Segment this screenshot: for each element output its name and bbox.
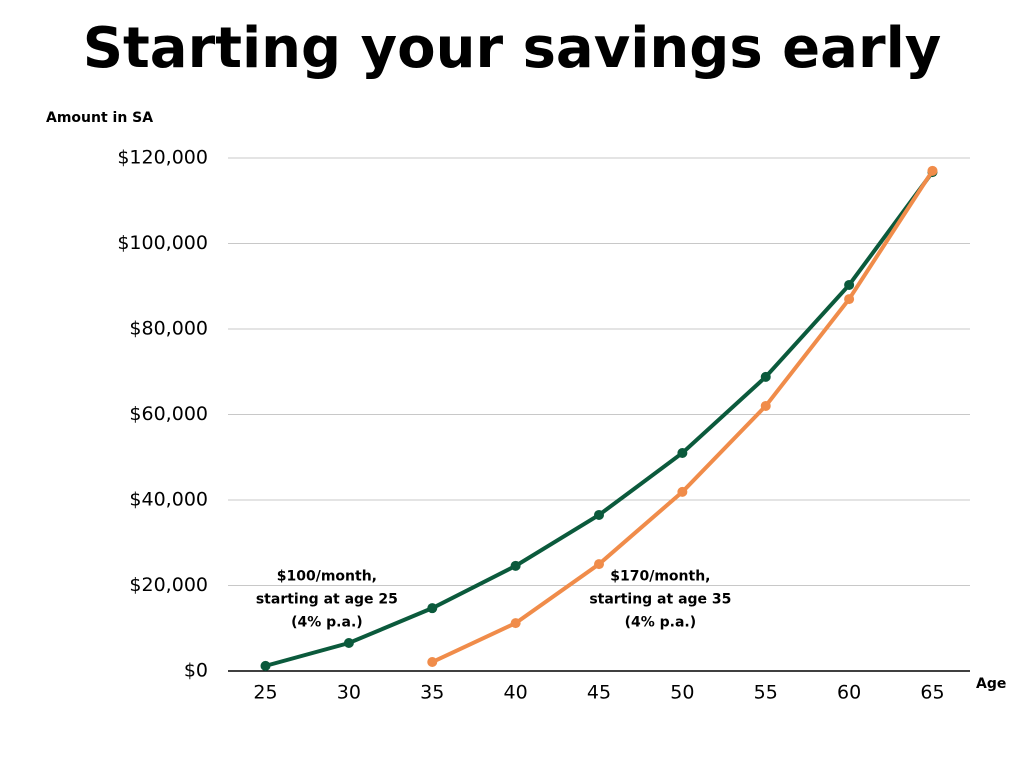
data-point (594, 509, 604, 520)
x-tick-label: 40 (504, 682, 528, 704)
y-tick-label: $80,000 (129, 318, 208, 340)
data-point (427, 603, 438, 614)
data-point (760, 400, 771, 411)
y-tick-label: $20,000 (129, 574, 208, 596)
x-tick-label: 30 (337, 682, 361, 704)
data-point (260, 660, 271, 671)
annotation: (4% p.a.) (291, 615, 363, 631)
data-point (427, 657, 438, 668)
y-tick-label: $0 (184, 660, 208, 682)
y-tick-label: $100,000 (117, 232, 208, 254)
x-tick-label: 35 (420, 682, 444, 704)
data-point (510, 560, 521, 571)
data-point (677, 447, 688, 458)
data-point (343, 637, 354, 648)
y-tick-label: $120,000 (117, 147, 208, 169)
data-point (677, 486, 688, 497)
data-point (927, 165, 938, 176)
annotation: (4% p.a.) (625, 615, 697, 631)
chart-title: Starting your savings early (83, 16, 942, 81)
series-line (431, 169, 935, 664)
x-tick-label: 45 (587, 682, 611, 704)
y-tick-label: $60,000 (129, 403, 208, 425)
annotation: $100/month, (277, 569, 377, 585)
x-tick-label: 65 (920, 682, 944, 704)
y-tick-label: $40,000 (129, 489, 208, 511)
annotation: starting at age 25 (256, 592, 398, 608)
x-tick-label: 60 (837, 682, 861, 704)
x-tick-label: 50 (670, 682, 694, 704)
x-tick-label: 25 (253, 682, 277, 704)
y-axis-label: Amount in SA (46, 110, 153, 126)
x-tick-label: 55 (754, 682, 778, 704)
annotation: starting at age 35 (589, 592, 731, 608)
annotation: $170/month, (610, 569, 710, 585)
data-point (844, 294, 855, 305)
data-point (594, 559, 604, 570)
data-point (510, 618, 521, 629)
data-point (760, 371, 771, 382)
data-point (844, 279, 855, 290)
x-axis-label: Age (976, 676, 1006, 692)
